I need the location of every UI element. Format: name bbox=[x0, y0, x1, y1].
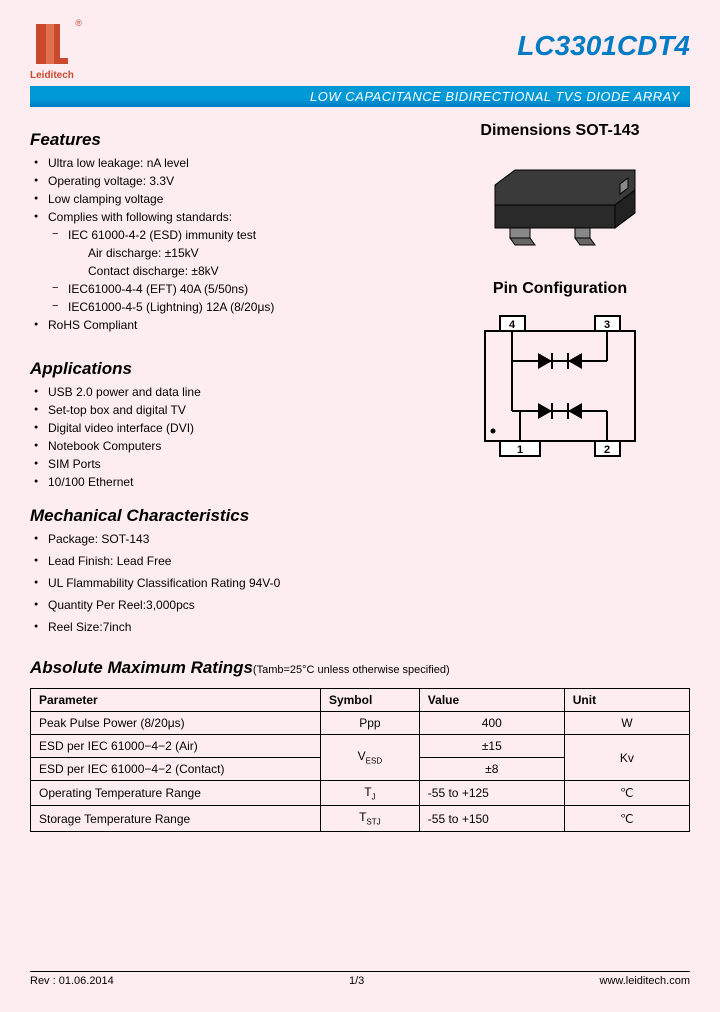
footer: Rev : 01.06.2014 1/3 www.leiditech.com bbox=[30, 971, 690, 987]
footer-page: 1/3 bbox=[349, 975, 364, 987]
application-item: Digital video interface (DVI) bbox=[48, 419, 420, 437]
cell-value: ±15 bbox=[419, 735, 564, 758]
table-row: ESD per IEC 61000−4−2 (Air) VESD ±15 Kv bbox=[31, 735, 690, 758]
application-item: Notebook Computers bbox=[48, 437, 420, 455]
mechanical-list: Package: SOT-143 Lead Finish: Lead Free … bbox=[30, 530, 420, 636]
subtitle-bar: LOW CAPACITANCE BIDIRECTIONAL TVS DIODE … bbox=[30, 86, 690, 107]
package-drawing bbox=[470, 150, 650, 260]
footer-rev: Rev : 01.06.2014 bbox=[30, 975, 114, 987]
cell-symbol: Ppp bbox=[320, 712, 419, 735]
abs-ratings-heading: Absolute Maximum Ratings(Tamb=25°C unles… bbox=[30, 658, 690, 678]
cell-value: -55 to +125 bbox=[419, 781, 564, 806]
application-item: USB 2.0 power and data line bbox=[48, 383, 420, 401]
logo-company-name: Leiditech bbox=[30, 70, 74, 81]
cell-param: Peak Pulse Power (8/20μs) bbox=[31, 712, 321, 735]
feature-subitem: IEC61000-4-4 (EFT) 40A (5/50ns) bbox=[48, 280, 420, 298]
mechanical-heading: Mechanical Characteristics bbox=[30, 506, 420, 526]
feature-subitem: IEC 61000-4-2 (ESD) immunity test bbox=[48, 226, 420, 244]
pin-config-heading: Pin Configuration bbox=[430, 280, 690, 298]
cell-unit: W bbox=[564, 712, 689, 735]
mechanical-item: Package: SOT-143 bbox=[48, 530, 420, 548]
cell-symbol: VESD bbox=[320, 735, 419, 781]
feature-subitem: IEC61000-4-5 (Lightning) 12A (8/20μs) bbox=[48, 298, 420, 316]
svg-text:2: 2 bbox=[604, 444, 610, 456]
main-content: Features Ultra low leakage: nA level Ope… bbox=[30, 122, 690, 640]
table-row: Operating Temperature Range TJ -55 to +1… bbox=[31, 781, 690, 806]
table-header-row: Parameter Symbol Value Unit bbox=[31, 689, 690, 712]
logo-mark: ® bbox=[32, 20, 72, 68]
abs-ratings-table: Parameter Symbol Value Unit Peak Pulse P… bbox=[30, 688, 690, 832]
feature-item: Operating voltage: 3.3V bbox=[48, 172, 420, 190]
cell-symbol: TSTJ bbox=[320, 806, 419, 831]
abs-ratings-title: Absolute Maximum Ratings bbox=[30, 658, 253, 677]
cell-value: 400 bbox=[419, 712, 564, 735]
application-item: SIM Ports bbox=[48, 455, 420, 473]
svg-text:1: 1 bbox=[517, 444, 523, 456]
col-unit: Unit bbox=[564, 689, 689, 712]
footer-url: www.leiditech.com bbox=[600, 975, 690, 987]
cell-value: -55 to +150 bbox=[419, 806, 564, 831]
application-item: 10/100 Ethernet bbox=[48, 473, 420, 491]
col-parameter: Parameter bbox=[31, 689, 321, 712]
features-list: Ultra low leakage: nA level Operating vo… bbox=[30, 154, 420, 334]
cell-unit: ℃ bbox=[564, 781, 689, 806]
cell-param: ESD per IEC 61000−4−2 (Contact) bbox=[31, 758, 321, 781]
application-item: Set-top box and digital TV bbox=[48, 401, 420, 419]
table-row: Storage Temperature Range TSTJ -55 to +1… bbox=[31, 806, 690, 831]
logo: ® Leiditech bbox=[30, 20, 74, 81]
cell-unit: Kv bbox=[564, 735, 689, 781]
table-row: Peak Pulse Power (8/20μs) Ppp 400 W bbox=[31, 712, 690, 735]
mechanical-item: Reel Size:7inch bbox=[48, 618, 420, 636]
feature-item: RoHS Compliant bbox=[48, 316, 420, 334]
pin-config-diagram: 4 3 1 2 bbox=[460, 306, 660, 466]
abs-ratings-subtitle: (Tamb=25°C unless otherwise specified) bbox=[253, 664, 450, 676]
cell-symbol: TJ bbox=[320, 781, 419, 806]
left-column: Features Ultra low leakage: nA level Ope… bbox=[30, 122, 420, 640]
applications-heading: Applications bbox=[30, 359, 420, 379]
header: ® Leiditech LC3301CDT4 bbox=[30, 20, 690, 81]
mechanical-item: UL Flammability Classification Rating 94… bbox=[48, 574, 420, 592]
cell-param: Operating Temperature Range bbox=[31, 781, 321, 806]
col-value: Value bbox=[419, 689, 564, 712]
cell-param: Storage Temperature Range bbox=[31, 806, 321, 831]
svg-text:3: 3 bbox=[604, 319, 610, 331]
dimensions-heading: Dimensions SOT-143 bbox=[430, 122, 690, 140]
mechanical-item: Lead Finish: Lead Free bbox=[48, 552, 420, 570]
right-column: Dimensions SOT-143 Pin Configuration 4 3… bbox=[430, 122, 690, 640]
features-heading: Features bbox=[30, 130, 420, 150]
applications-list: USB 2.0 power and data line Set-top box … bbox=[30, 383, 420, 491]
feature-subsubitem: Contact discharge: ±8kV bbox=[48, 262, 420, 280]
feature-item: Ultra low leakage: nA level bbox=[48, 154, 420, 172]
svg-text:4: 4 bbox=[509, 319, 516, 331]
cell-unit: ℃ bbox=[564, 806, 689, 831]
mechanical-item: Quantity Per Reel:3,000pcs bbox=[48, 596, 420, 614]
registered-mark: ® bbox=[75, 18, 82, 28]
cell-value: ±8 bbox=[419, 758, 564, 781]
col-symbol: Symbol bbox=[320, 689, 419, 712]
feature-item: Complies with following standards: bbox=[48, 208, 420, 226]
feature-item: Low clamping voltage bbox=[48, 190, 420, 208]
cell-param: ESD per IEC 61000−4−2 (Air) bbox=[31, 735, 321, 758]
feature-subsubitem: Air discharge: ±15kV bbox=[48, 244, 420, 262]
part-number: LC3301CDT4 bbox=[517, 30, 690, 62]
